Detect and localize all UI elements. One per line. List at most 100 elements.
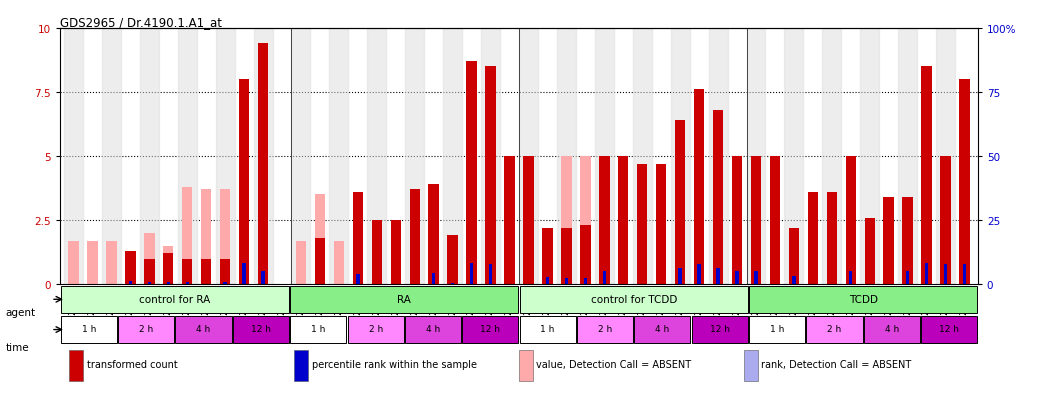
Bar bbox=[333, 241, 345, 285]
Bar bbox=[126, 251, 136, 285]
Bar bbox=[637, 164, 648, 285]
Text: percentile rank within the sample: percentile rank within the sample bbox=[311, 359, 476, 369]
Bar bbox=[656, 164, 666, 285]
Text: 1 h: 1 h bbox=[82, 325, 97, 334]
Bar bbox=[849, 271, 852, 285]
Text: TCDD: TCDD bbox=[849, 294, 877, 304]
Bar bbox=[633, 29, 652, 285]
Bar bbox=[634, 316, 690, 343]
Bar bbox=[883, 197, 894, 285]
Bar bbox=[618, 157, 628, 285]
Bar bbox=[902, 197, 912, 285]
Bar bbox=[294, 350, 308, 381]
Text: 1 h: 1 h bbox=[770, 325, 785, 334]
Bar bbox=[922, 67, 932, 285]
Bar bbox=[129, 281, 132, 285]
Bar bbox=[542, 228, 552, 285]
Bar bbox=[940, 157, 951, 285]
Bar bbox=[353, 192, 363, 285]
Text: 2 h: 2 h bbox=[827, 325, 842, 334]
Bar bbox=[749, 316, 805, 343]
Bar bbox=[243, 263, 246, 285]
Text: agent: agent bbox=[5, 307, 35, 317]
Bar bbox=[223, 282, 227, 285]
Text: GDS2965 / Dr.4190.1.A1_at: GDS2965 / Dr.4190.1.A1_at bbox=[60, 16, 222, 29]
Bar bbox=[826, 192, 837, 285]
Bar bbox=[102, 29, 120, 285]
Bar bbox=[390, 221, 401, 285]
Bar bbox=[348, 316, 404, 343]
Bar bbox=[292, 29, 310, 285]
Text: 4 h: 4 h bbox=[655, 325, 670, 334]
Bar bbox=[906, 271, 909, 285]
Bar bbox=[356, 275, 359, 285]
Bar bbox=[807, 316, 863, 343]
Bar bbox=[410, 190, 420, 285]
Text: 4 h: 4 h bbox=[426, 325, 440, 334]
Bar bbox=[118, 316, 174, 343]
Bar bbox=[504, 157, 515, 285]
Bar bbox=[789, 228, 799, 285]
Bar bbox=[233, 316, 289, 343]
Bar bbox=[750, 157, 761, 285]
Bar bbox=[520, 316, 576, 343]
Bar bbox=[557, 29, 576, 285]
Bar bbox=[447, 236, 458, 285]
Text: 1 h: 1 h bbox=[541, 325, 555, 334]
Bar bbox=[732, 157, 742, 285]
Bar bbox=[822, 29, 841, 285]
Text: RA: RA bbox=[398, 294, 411, 304]
Bar bbox=[177, 29, 197, 285]
Bar bbox=[223, 282, 227, 285]
Text: 4 h: 4 h bbox=[196, 325, 211, 334]
Bar bbox=[489, 264, 492, 285]
Bar bbox=[253, 29, 273, 285]
Bar bbox=[239, 80, 249, 285]
Bar bbox=[257, 44, 268, 285]
Bar bbox=[755, 271, 758, 285]
Bar bbox=[523, 157, 534, 285]
Bar bbox=[175, 316, 231, 343]
Bar bbox=[846, 157, 856, 285]
Bar bbox=[291, 286, 518, 313]
Bar bbox=[329, 29, 349, 285]
Bar bbox=[546, 278, 549, 285]
Bar bbox=[675, 121, 685, 285]
Bar bbox=[595, 29, 613, 285]
Bar bbox=[716, 268, 719, 285]
Bar bbox=[808, 192, 818, 285]
Bar bbox=[201, 259, 212, 285]
Bar bbox=[61, 286, 289, 313]
Text: transformed count: transformed count bbox=[87, 359, 177, 369]
Bar bbox=[486, 67, 496, 285]
Bar bbox=[450, 283, 455, 285]
Bar bbox=[405, 316, 461, 343]
Bar bbox=[583, 278, 588, 285]
Bar bbox=[220, 259, 230, 285]
Bar bbox=[126, 251, 136, 285]
Bar bbox=[542, 228, 552, 285]
Bar bbox=[637, 164, 648, 285]
Bar bbox=[902, 197, 912, 285]
Text: 4 h: 4 h bbox=[884, 325, 899, 334]
Bar bbox=[147, 282, 151, 285]
Text: control for RA: control for RA bbox=[139, 294, 211, 304]
Bar bbox=[182, 188, 192, 285]
Text: 12 h: 12 h bbox=[939, 325, 959, 334]
Bar bbox=[580, 225, 591, 285]
Bar bbox=[746, 29, 765, 285]
Bar bbox=[577, 316, 633, 343]
Bar bbox=[691, 316, 747, 343]
Text: time: time bbox=[5, 342, 29, 352]
Bar bbox=[432, 273, 435, 285]
Bar bbox=[356, 275, 359, 285]
Bar bbox=[520, 286, 747, 313]
Bar bbox=[865, 218, 875, 285]
Bar bbox=[959, 80, 969, 285]
Bar bbox=[262, 271, 265, 285]
Bar bbox=[864, 316, 920, 343]
Bar bbox=[519, 29, 538, 285]
Bar bbox=[698, 264, 701, 285]
Bar bbox=[182, 259, 192, 285]
Text: value, Detection Call = ABSENT: value, Detection Call = ABSENT bbox=[537, 359, 691, 369]
